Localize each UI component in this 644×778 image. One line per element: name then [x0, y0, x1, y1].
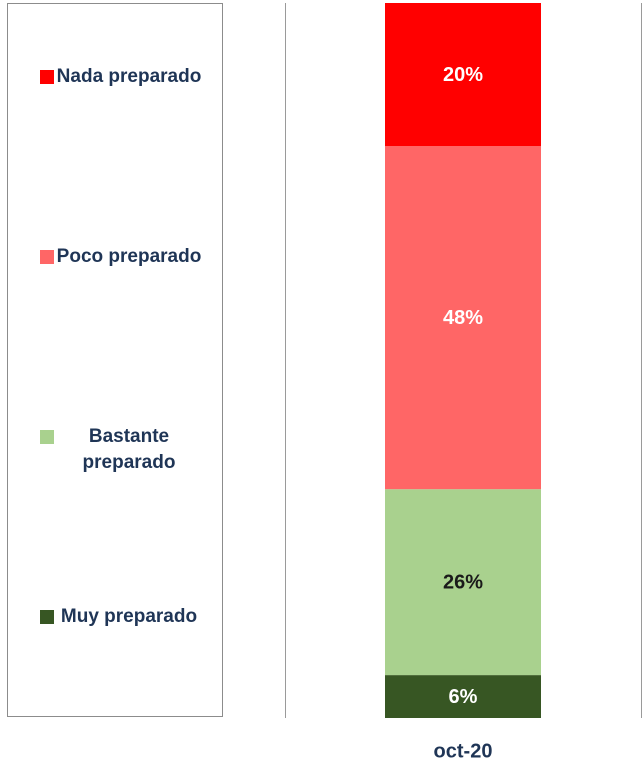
legend-swatch [40, 610, 54, 624]
data-label: 48% [443, 307, 483, 329]
bar-segment [385, 146, 541, 490]
bar-segment [385, 675, 541, 718]
legend-swatch [40, 430, 54, 444]
legend: Muy preparado Bastante preparado Poco prep… [7, 3, 223, 717]
x-tick-label: oct-20 [434, 740, 493, 762]
data-label: 6% [449, 686, 478, 708]
legend-label: Poco preparado [56, 246, 202, 267]
data-label: 26% [443, 571, 483, 593]
bar-segment [385, 489, 541, 676]
bar-segment [385, 3, 541, 146]
legend-swatch [40, 250, 54, 264]
legend-label: Muy preparado [60, 606, 198, 627]
data-label: 20% [443, 64, 483, 86]
legend-label: Bastante preparado [82, 426, 176, 473]
legend-label: Nada preparado [56, 66, 202, 87]
legend-swatch [40, 70, 54, 84]
